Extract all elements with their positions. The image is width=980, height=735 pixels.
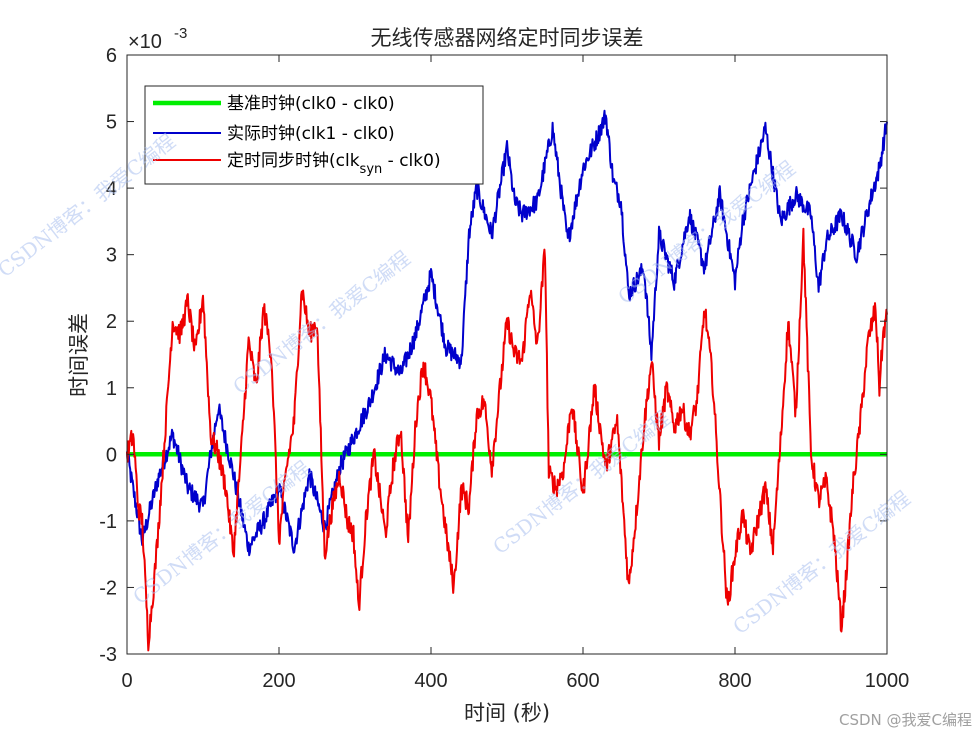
exponent-label: ×10 -3 — [128, 25, 187, 53]
series-layer — [126, 109, 888, 652]
x-axis-label: 时间 (秒) — [464, 701, 550, 725]
series-line-sync — [126, 227, 888, 652]
y-tick-label: -1 — [99, 511, 117, 533]
y-tick-label: 5 — [106, 112, 117, 134]
y-tick-label: 2 — [106, 311, 117, 333]
x-tick-label: 0 — [121, 670, 132, 692]
exponent-base: ×10 — [128, 31, 162, 53]
y-tick-label: 6 — [106, 45, 117, 67]
x-tick-label: 400 — [414, 670, 447, 692]
legend-label-sync-subscript: syn — [360, 162, 383, 177]
x-tick-label: 200 — [262, 670, 295, 692]
legend-label-sync-suffix: - clk0) — [382, 151, 440, 171]
y-tick-label: -3 — [99, 644, 117, 666]
x-tick-label: 600 — [566, 670, 599, 692]
y-tick-label: 1 — [106, 378, 117, 400]
y-tick-label: 4 — [106, 178, 117, 200]
y-tick-label: 0 — [106, 444, 117, 466]
axes-box — [126, 54, 888, 655]
y-tick-label: -2 — [99, 577, 117, 599]
x-axis-ticks: 0 200 400 600 800 1000 — [121, 55, 909, 692]
legend-label-actual: 实际时钟(clk1 - clk0) — [227, 124, 395, 144]
corner-watermark: CSDN @我爱C编程 — [839, 711, 972, 729]
legend-label-sync-prefix: 定时同步时钟(clk — [227, 151, 360, 171]
exponent-power: -3 — [174, 25, 187, 42]
y-axis-ticks: -3 -2 -1 0 1 2 3 4 5 6 — [99, 45, 887, 666]
chart-title: 无线传感器网络定时同步误差 — [371, 26, 644, 50]
x-tick-label: 800 — [718, 670, 751, 692]
series-line-actual — [126, 109, 888, 557]
axes-layer — [126, 54, 888, 655]
y-axis-label: 时间误差 — [67, 313, 91, 397]
legend-label-reference: 基准时钟(clk0 - clk0) — [227, 94, 395, 114]
legend: 基准时钟(clk0 - clk0) 实际时钟(clk1 - clk0) 定时同步… — [144, 85, 484, 185]
legend-label-sync: 定时同步时钟(clksyn - clk0) — [227, 151, 441, 177]
x-tick-label: 1000 — [865, 670, 910, 692]
y-tick-label: 3 — [106, 245, 117, 267]
